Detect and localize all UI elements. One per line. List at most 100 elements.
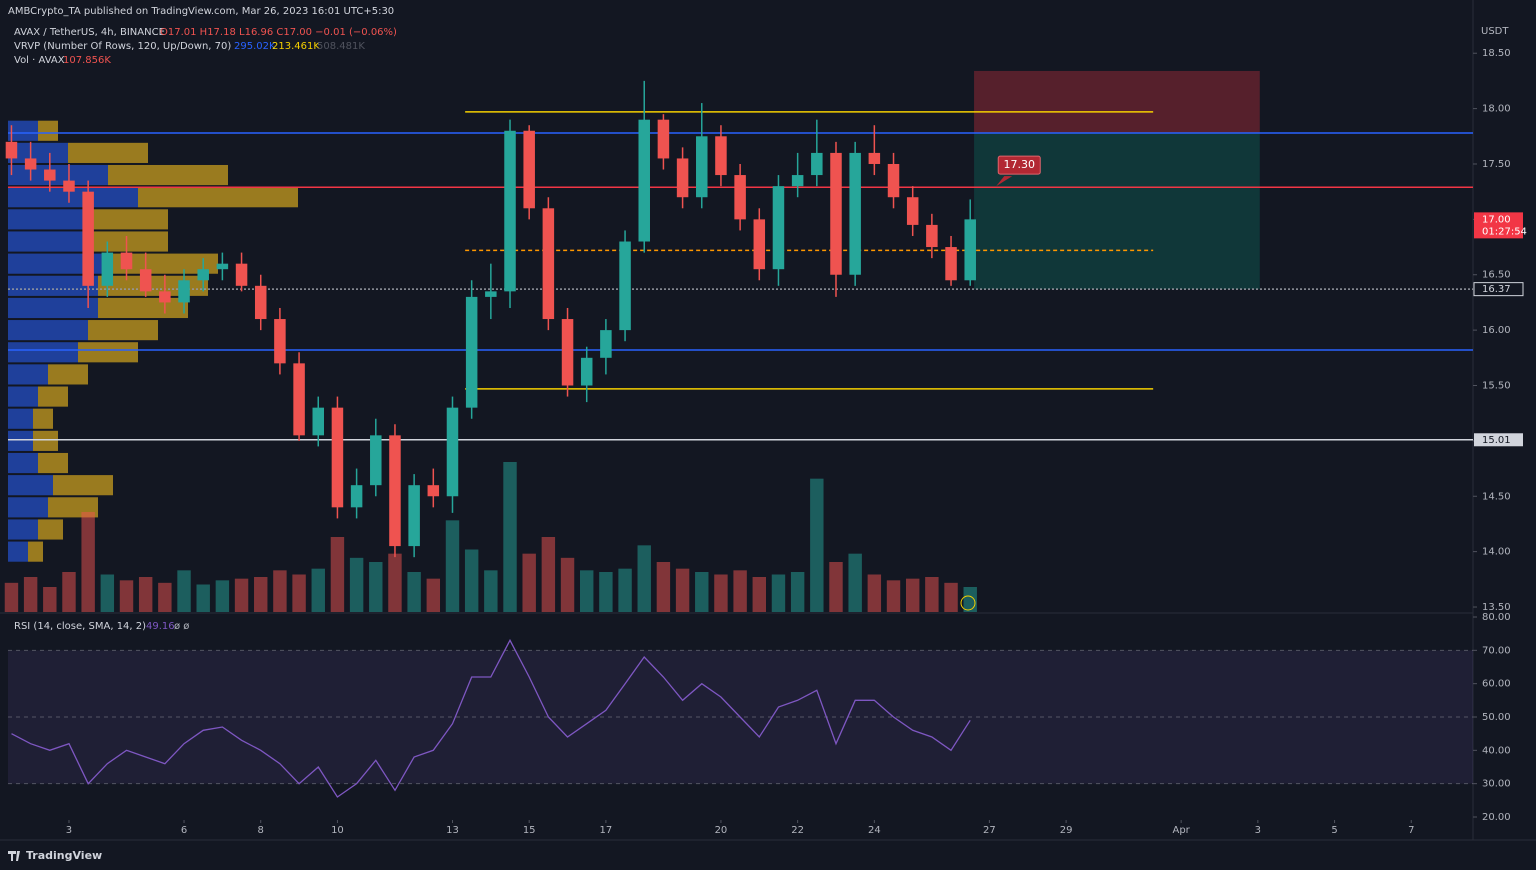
profile-up xyxy=(8,164,108,186)
candle-body xyxy=(408,485,420,547)
volume-bar xyxy=(407,572,421,612)
unit: USDT xyxy=(1481,26,1509,37)
rsi-tick-label: 80.00 xyxy=(1482,612,1511,623)
volume-bar xyxy=(254,577,268,612)
volume-bar xyxy=(867,574,882,612)
candle-body xyxy=(906,197,919,225)
volume-bar xyxy=(81,512,95,612)
x-tick-label: 27 xyxy=(983,825,996,836)
volume-bar xyxy=(464,549,479,612)
candle-body xyxy=(772,186,785,270)
volume-bar xyxy=(273,570,287,612)
candle-body xyxy=(101,252,114,286)
rsi-tick-label: 40.00 xyxy=(1482,745,1511,756)
volume-bar xyxy=(330,537,345,612)
marks-layer xyxy=(4,80,977,798)
candle-body xyxy=(753,219,766,270)
rsi-tick-label: 70.00 xyxy=(1482,645,1511,656)
volume-bar xyxy=(599,572,613,612)
volume-bar xyxy=(695,572,709,612)
x-tick-label: 10 xyxy=(331,825,344,836)
x-tick-label: 17 xyxy=(600,825,613,836)
profile-down xyxy=(88,231,168,252)
logo xyxy=(8,851,20,861)
candle-body xyxy=(887,163,900,198)
price-label-bg xyxy=(1474,433,1523,447)
candle-body xyxy=(830,152,842,275)
x-tick-label: 3 xyxy=(66,825,72,836)
candle-body xyxy=(523,130,535,209)
profile-down xyxy=(88,209,168,230)
volume-bar xyxy=(369,562,383,612)
volume-bar xyxy=(675,568,690,612)
profile-up xyxy=(8,275,98,296)
profile-up xyxy=(8,231,88,252)
volume-bar xyxy=(62,572,76,612)
y-tick-label: 14.50 xyxy=(1482,491,1511,502)
volume-bar xyxy=(215,580,230,612)
background-layer xyxy=(8,52,1477,823)
rsi-line xyxy=(11,638,971,798)
candle-body xyxy=(254,285,267,320)
profile-up xyxy=(8,541,28,562)
volume-bar xyxy=(944,582,958,612)
price-label: 16.37 xyxy=(1482,284,1511,295)
candle-body xyxy=(600,330,612,358)
profile-up xyxy=(8,142,68,163)
profile-up xyxy=(8,430,33,451)
labels-layer: AMBCrypto_TA published on TradingView.co… xyxy=(8,6,1527,862)
x-tick-label: 5 xyxy=(1331,825,1337,836)
candle-body xyxy=(696,136,708,198)
candle-body xyxy=(5,141,18,159)
candle-body xyxy=(63,180,75,192)
x-tick-label: 6 xyxy=(181,825,187,836)
vrvp-label: VRVP (Number Of Rows, 120, Up/Down, 70) xyxy=(14,41,231,52)
vol-value: 107.856K xyxy=(63,55,111,66)
y-tick-label: 15.50 xyxy=(1482,381,1511,392)
candle-body xyxy=(849,152,861,275)
volume-bar xyxy=(119,580,134,612)
candle-body xyxy=(734,175,746,220)
candle-body xyxy=(159,291,171,303)
profile-down xyxy=(28,541,43,562)
price-label: 15.01 xyxy=(1482,435,1511,446)
profile-down xyxy=(78,342,138,363)
y-tick-label: 18.50 xyxy=(1482,48,1511,59)
volume-bar xyxy=(484,570,498,612)
volume-bar xyxy=(790,572,805,612)
replay-icon xyxy=(960,595,976,611)
y-tick-label: 16.00 xyxy=(1482,325,1511,336)
x-tick-label: 8 xyxy=(258,825,264,836)
volume-bar xyxy=(100,574,115,612)
profile-down xyxy=(38,120,58,141)
volume-bar xyxy=(714,574,728,612)
rsi-tick-label: 20.00 xyxy=(1482,812,1511,823)
ohlc: O17.01 H17.18 L16.96 C17.00 −0.01 (−0.06… xyxy=(160,27,397,38)
volume-bar xyxy=(349,557,364,612)
volume-bar xyxy=(23,577,38,612)
profile-down xyxy=(68,142,148,163)
candle-body xyxy=(235,263,248,286)
profile-up xyxy=(8,120,38,141)
publisher: AMBCrypto_TA published on TradingView.co… xyxy=(8,6,394,17)
volume-bar xyxy=(637,545,651,612)
candle-body xyxy=(197,269,209,281)
profile-up xyxy=(8,519,38,540)
volume-bar xyxy=(560,557,575,612)
candle-body xyxy=(274,319,286,364)
price-label-bg xyxy=(1474,212,1523,239)
profile-up xyxy=(8,408,33,429)
volume-bar xyxy=(656,562,671,612)
candle-body xyxy=(465,296,478,408)
volume-bar xyxy=(522,553,536,612)
price-label-bg xyxy=(1473,282,1524,297)
x-tick-label: 22 xyxy=(791,825,804,836)
volume-bar xyxy=(196,584,210,612)
volume-bar xyxy=(925,577,939,612)
profile-up xyxy=(8,320,88,341)
candle-body xyxy=(24,158,37,170)
profile-up xyxy=(8,452,38,474)
profile-down xyxy=(138,187,298,208)
profile-up xyxy=(8,187,138,208)
